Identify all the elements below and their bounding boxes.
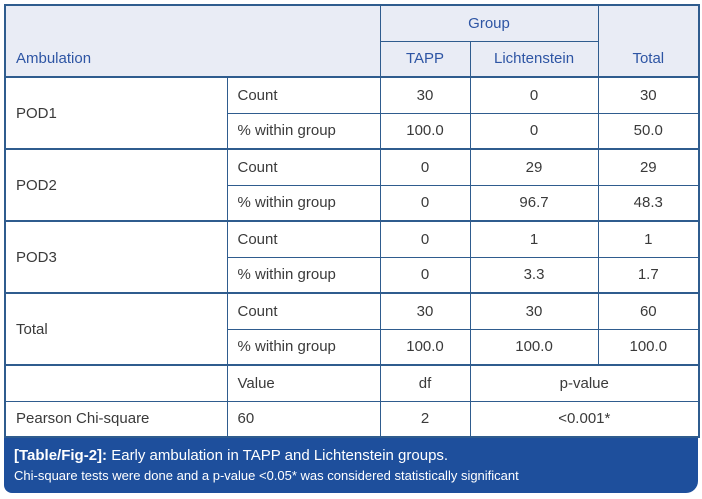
cell-pearson-pvalue: <0.001* bbox=[469, 400, 700, 438]
col-header-tapp: TAPP bbox=[379, 40, 471, 78]
table-row-total-count: Total Count 30 30 60 bbox=[4, 292, 700, 366]
measure-label-count: Count bbox=[226, 76, 381, 114]
header-row-subgroups: TAPP Lichtenstein bbox=[5, 40, 699, 78]
cell-pod1-count-lichtenstein: 0 bbox=[469, 76, 599, 114]
cell-pod2-pct-total: 48.3 bbox=[597, 184, 700, 222]
cell-pod2-count-lichtenstein: 29 bbox=[469, 148, 599, 186]
cell-pod3-count-total: 1 bbox=[597, 220, 700, 258]
col-header-group: Group bbox=[379, 4, 599, 42]
table-row-pod2-pct: % within group 0 96.7 48.3 bbox=[5, 184, 700, 222]
table-fig-2: Ambulation Group Total TAPP Lichtenstein… bbox=[4, 4, 701, 494]
table-row-stats-header: Value df p-value bbox=[4, 364, 700, 402]
measure-label-pct: % within group bbox=[226, 328, 381, 366]
table-row-pod1-count: POD1 Count 30 0 30 bbox=[4, 76, 700, 150]
cell-stats-empty bbox=[4, 364, 228, 402]
table-row-pearson: Pearson Chi-square 60 2 <0.001* bbox=[4, 400, 700, 438]
measure-label-pct: % within group bbox=[226, 184, 381, 222]
measure-label-count: Count bbox=[226, 292, 381, 330]
table-row-total-pct: % within group 100.0 100.0 100.0 bbox=[5, 328, 700, 366]
cell-pod2-count-total: 29 bbox=[597, 148, 700, 186]
row-label-pearson-chi-square: Pearson Chi-square bbox=[4, 400, 228, 438]
caption-title: Early ambulation in TAPP and Lichtenstei… bbox=[111, 447, 449, 464]
measure-label-count: Count bbox=[226, 148, 381, 186]
table-row-pod3-pct: % within group 0 3.3 1.7 bbox=[5, 256, 700, 294]
cell-pod2-pct-tapp: 0 bbox=[379, 184, 471, 222]
row-label-pod3: POD3 bbox=[4, 220, 228, 294]
stats-header-value: Value bbox=[226, 364, 381, 402]
cell-pod3-count-tapp: 0 bbox=[379, 220, 471, 258]
stats-header-df: df bbox=[379, 364, 471, 402]
col-header-total: Total bbox=[597, 4, 700, 78]
row-label-total: Total bbox=[4, 292, 228, 366]
stats-header-pvalue: p-value bbox=[469, 364, 700, 402]
measure-label-pct: % within group bbox=[226, 112, 381, 150]
cell-total-pct-total: 100.0 bbox=[597, 328, 700, 366]
cell-pod3-count-lichtenstein: 1 bbox=[469, 220, 599, 258]
cell-pod1-pct-lichtenstein: 0 bbox=[469, 112, 599, 150]
caption-tag: [Table/Fig-2]: bbox=[14, 447, 108, 464]
figure-caption: [Table/Fig-2]: Early ambulation in TAPP … bbox=[4, 438, 698, 494]
header-row-group: Ambulation Group Total bbox=[4, 4, 700, 78]
col-header-ambulation: Ambulation bbox=[4, 4, 381, 78]
caption-line-1: [Table/Fig-2]: Early ambulation in TAPP … bbox=[14, 446, 686, 466]
cell-pod3-pct-total: 1.7 bbox=[597, 256, 700, 294]
measure-label-count: Count bbox=[226, 220, 381, 258]
cell-total-pct-lichtenstein: 100.0 bbox=[469, 328, 599, 366]
cell-pod3-pct-lichtenstein: 3.3 bbox=[469, 256, 599, 294]
row-label-pod1: POD1 bbox=[4, 76, 228, 150]
cell-pearson-value: 60 bbox=[226, 400, 381, 438]
table-row-pod1-pct: % within group 100.0 0 50.0 bbox=[5, 112, 700, 150]
cell-pod3-pct-tapp: 0 bbox=[379, 256, 471, 294]
cell-total-count-lichtenstein: 30 bbox=[469, 292, 599, 330]
table-row-pod3-count: POD3 Count 0 1 1 bbox=[4, 220, 700, 294]
cell-pod1-pct-total: 50.0 bbox=[597, 112, 700, 150]
cell-total-count-total: 60 bbox=[597, 292, 700, 330]
cell-pod1-count-tapp: 30 bbox=[379, 76, 471, 114]
cell-pod1-pct-tapp: 100.0 bbox=[379, 112, 471, 150]
measure-label-pct: % within group bbox=[226, 256, 381, 294]
cell-total-pct-tapp: 100.0 bbox=[379, 328, 471, 366]
cell-pearson-df: 2 bbox=[379, 400, 471, 438]
cell-pod2-pct-lichtenstein: 96.7 bbox=[469, 184, 599, 222]
cell-total-count-tapp: 30 bbox=[379, 292, 471, 330]
row-label-pod2: POD2 bbox=[4, 148, 228, 222]
table-row-pod2-count: POD2 Count 0 29 29 bbox=[4, 148, 700, 222]
col-header-lichtenstein: Lichtenstein bbox=[469, 40, 599, 78]
caption-note: Chi-square tests were done and a p-value… bbox=[14, 468, 519, 484]
cell-pod2-count-tapp: 0 bbox=[379, 148, 471, 186]
cell-pod1-count-total: 30 bbox=[597, 76, 700, 114]
ambulation-table: Ambulation Group Total TAPP Lichtenstein… bbox=[4, 4, 701, 438]
